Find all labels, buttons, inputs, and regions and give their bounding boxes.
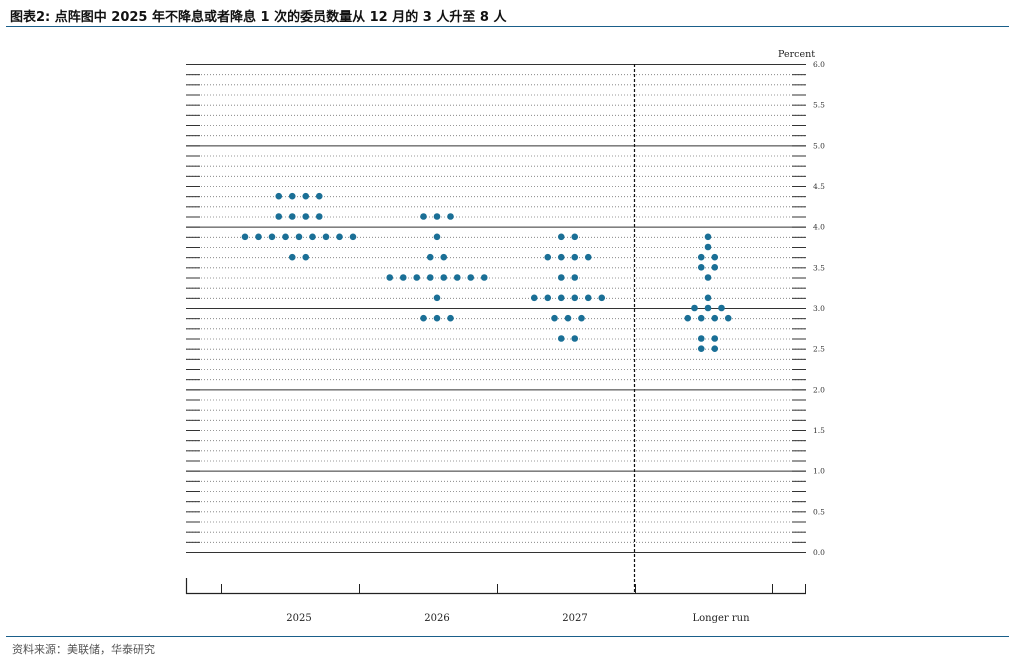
participant-dot <box>315 192 323 200</box>
participant-dot <box>433 314 441 322</box>
y-tick-label: 1.5 <box>813 426 825 435</box>
participant-dot <box>288 253 296 261</box>
participant-dot <box>697 253 705 261</box>
participant-dot <box>557 274 565 281</box>
participant-dot <box>557 233 565 241</box>
participant-dot <box>571 294 579 302</box>
participant-dot <box>420 314 427 322</box>
participant-dot <box>433 213 441 220</box>
y-tick-label: 3.5 <box>813 263 825 272</box>
participant-dot <box>718 304 725 312</box>
participant-dot <box>711 264 719 271</box>
y-tick-label: 3.0 <box>813 304 825 313</box>
x-category-label: 2026 <box>424 613 449 624</box>
y-unit-label: Percent <box>778 49 815 60</box>
participant-dot <box>584 294 592 302</box>
participant-dot <box>275 192 283 200</box>
participant-dot <box>241 233 249 241</box>
participant-dot <box>697 314 705 322</box>
participant-dot <box>724 314 732 322</box>
participant-dot <box>557 335 565 342</box>
participant-dot <box>288 213 296 220</box>
participant-dot <box>315 213 323 220</box>
x-category-label: Longer run <box>692 613 750 624</box>
participant-dot <box>453 274 461 281</box>
y-tick-label: 1.0 <box>813 467 825 476</box>
participant-dot <box>697 264 705 271</box>
source-note: 资料来源：美联储，华泰研究 <box>12 643 155 656</box>
participant-dot <box>302 192 310 200</box>
participant-dot <box>557 294 565 302</box>
participant-dot <box>697 335 705 342</box>
participant-dot <box>571 253 579 261</box>
participant-dot <box>544 253 552 261</box>
participant-dot <box>433 233 441 241</box>
participant-dot <box>704 233 712 241</box>
participant-dot <box>433 294 441 302</box>
participant-dot <box>704 294 712 302</box>
participant-dot <box>255 233 262 241</box>
participant-dot <box>704 274 712 281</box>
participant-dot <box>571 274 579 281</box>
x-category-label: 2027 <box>562 613 587 624</box>
y-tick-label: 2.0 <box>813 385 825 394</box>
participant-dot <box>288 192 296 200</box>
participant-dot <box>711 253 719 261</box>
y-tick-label: 2.5 <box>813 345 825 354</box>
participant-dot <box>336 233 343 241</box>
participant-dot <box>711 345 719 352</box>
participant-dot <box>704 243 712 251</box>
participant-dot <box>349 233 357 241</box>
x-category-label: 2025 <box>286 613 311 624</box>
participant-dot <box>302 213 310 220</box>
participant-dot <box>282 233 289 241</box>
participant-dot <box>684 314 692 322</box>
participant-dot <box>551 314 558 322</box>
participant-dot <box>691 304 698 312</box>
participant-dot <box>447 314 454 322</box>
participant-dot <box>584 253 592 261</box>
participant-dot <box>440 274 448 281</box>
participant-dot <box>697 345 705 352</box>
participant-dot <box>530 294 538 302</box>
participant-dot <box>420 213 427 220</box>
participant-dot <box>275 213 283 220</box>
figure-title: 图表2: 点阵图中 2025 年不降息或者降息 1 次的委员数量从 12 月的 … <box>10 10 507 25</box>
participant-dot <box>578 314 585 322</box>
y-tick-label: 4.5 <box>813 182 825 191</box>
participant-dot <box>480 274 488 281</box>
participant-dot <box>426 253 434 261</box>
y-tick-label: 5.5 <box>813 101 825 110</box>
participant-dot <box>386 274 394 281</box>
participant-dot <box>544 294 552 302</box>
participant-dot <box>322 233 330 241</box>
participant-dot <box>571 335 579 342</box>
participant-dot <box>467 274 475 281</box>
participant-dot <box>309 233 316 241</box>
y-tick-label: 6.0 <box>813 60 825 69</box>
participant-dot <box>711 314 719 322</box>
participant-dot <box>295 233 303 241</box>
participant-dot <box>302 253 310 261</box>
y-tick-label: 5.0 <box>813 141 825 150</box>
y-tick-label: 0.0 <box>813 548 825 557</box>
participant-dot <box>571 233 579 241</box>
footer-divider <box>6 636 1009 637</box>
participant-dot <box>447 213 454 220</box>
participant-dot <box>426 274 434 281</box>
y-tick-label: 0.5 <box>813 507 825 516</box>
participant-dot <box>557 253 565 261</box>
title-divider <box>6 26 1009 27</box>
participant-dot <box>399 274 407 281</box>
participant-dot <box>413 274 421 281</box>
participant-dot <box>704 304 712 312</box>
participant-dot <box>564 314 572 322</box>
participant-dot <box>440 253 448 261</box>
participant-dot <box>268 233 276 241</box>
participant-dot <box>598 294 606 302</box>
participant-dot <box>711 335 719 342</box>
y-tick-label: 4.0 <box>813 223 825 232</box>
